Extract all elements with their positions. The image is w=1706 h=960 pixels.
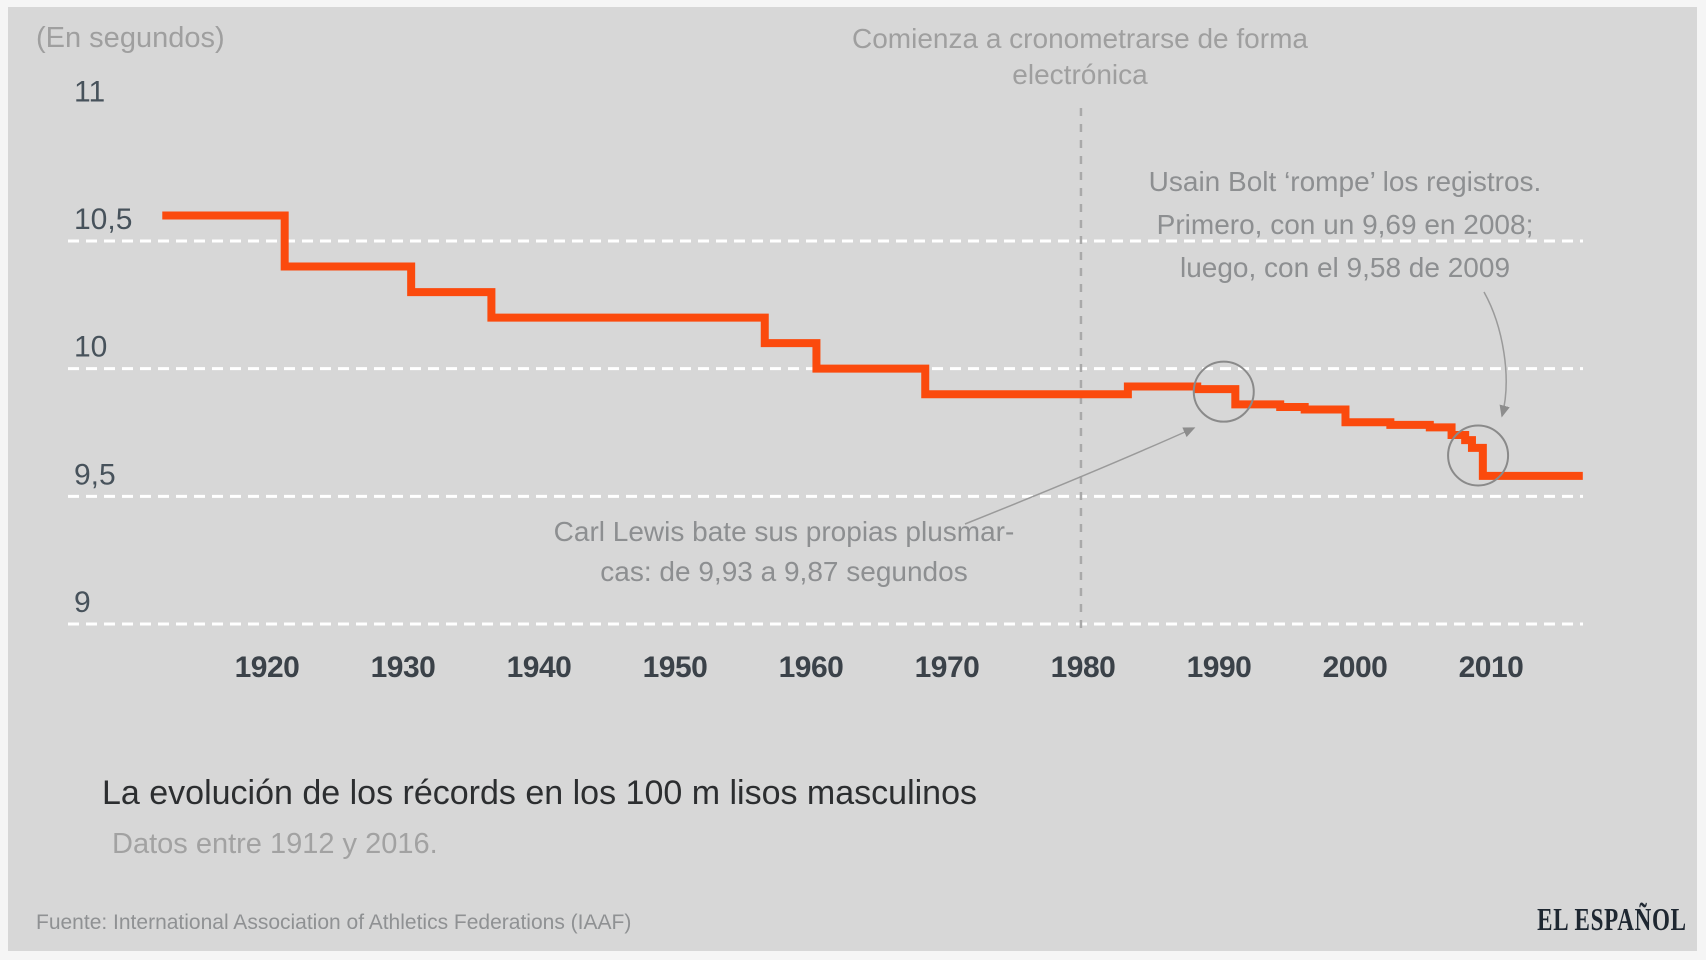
usain-bolt-annotation-line1: Usain Bolt ‘rompe’ los registros. bbox=[1148, 166, 1542, 197]
carl-lewis-annotation-line1: Carl Lewis bate sus propias plusmar- bbox=[553, 516, 1015, 547]
x-tick-label: 2010 bbox=[1459, 651, 1524, 684]
carl-lewis-annotation: Carl Lewis bate sus propias plusmar- cas… bbox=[480, 512, 1088, 592]
chart-title: La evolución de los récords en los 100 m… bbox=[102, 774, 978, 812]
y-tick-label: 11 bbox=[74, 75, 105, 108]
chart-subtitle: Datos entre 1912 y 2016. bbox=[112, 828, 438, 860]
x-tick-label: 2000 bbox=[1323, 651, 1388, 684]
electronic-timing-annotation-line2: electrónica bbox=[1012, 59, 1148, 90]
x-tick-label: 1960 bbox=[779, 651, 844, 684]
carl-lewis-records-circle bbox=[1192, 360, 1255, 423]
electronic-timing-annotation-line1: Comienza a cronometrarse de forma bbox=[852, 23, 1308, 54]
el-espanol-logo: EL ESPAÑOL bbox=[1537, 901, 1687, 937]
x-tick-label: 1920 bbox=[235, 651, 300, 684]
x-tick-label: 1970 bbox=[915, 651, 980, 684]
usain-bolt-annotation-line3: luego, con el 9,58 de 2009 bbox=[1179, 252, 1511, 283]
usain-bolt-records-circle bbox=[1447, 424, 1510, 487]
chart-background bbox=[8, 7, 1697, 951]
y-tick-label: 9 bbox=[74, 586, 91, 619]
usain-bolt-annotation-line2: Primero, con un 9,69 en 2008; bbox=[1156, 209, 1534, 240]
source-attribution: Fuente: International Association of Ath… bbox=[36, 911, 632, 934]
usain-bolt-annotation: Usain Bolt ‘rompe’ los registros. Primer… bbox=[1130, 160, 1560, 289]
y-tick-label: 9,5 bbox=[74, 458, 116, 491]
y-tick-label: 10,5 bbox=[74, 203, 132, 236]
usain-bolt-annotation-arrow bbox=[1483, 291, 1510, 418]
carl-lewis-annotation-arrow bbox=[964, 427, 1196, 525]
electronic-timing-annotation: Comienza a cronometrarse de forma electr… bbox=[790, 21, 1370, 93]
y-axis-units-label: (En segundos) bbox=[36, 22, 225, 54]
y-tick-label: 10 bbox=[74, 331, 107, 364]
x-tick-label: 1940 bbox=[507, 651, 572, 684]
x-tick-label: 1990 bbox=[1187, 651, 1252, 684]
carl-lewis-annotation-line2: cas: de 9,93 a 9,87 segundos bbox=[600, 556, 968, 587]
x-tick-label: 1950 bbox=[643, 651, 708, 684]
x-tick-label: 1980 bbox=[1051, 651, 1116, 684]
x-tick-label: 1930 bbox=[371, 651, 436, 684]
record-progression-line bbox=[162, 211, 1583, 480]
